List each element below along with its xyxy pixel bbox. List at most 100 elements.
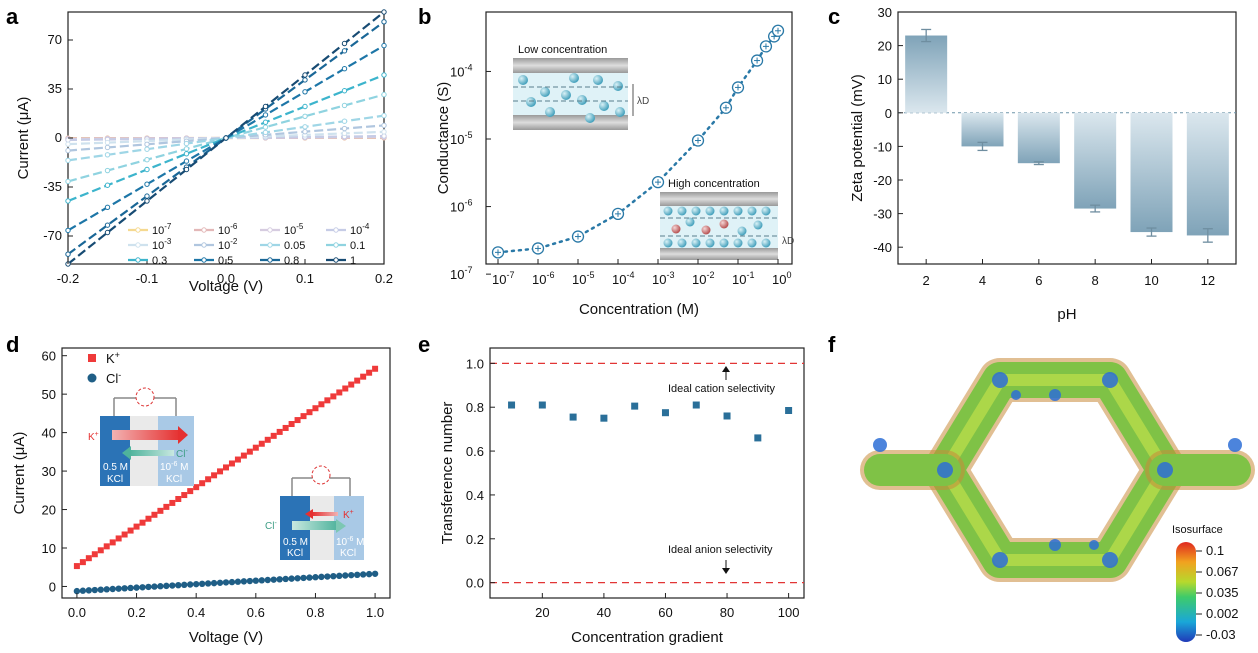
- bar-0: [905, 35, 948, 113]
- k-point-16: [169, 499, 176, 506]
- legend-swatch-point-10: [267, 257, 273, 263]
- k-point-46: [348, 381, 355, 388]
- annotation-anion: Ideal anion selectivity: [668, 544, 773, 556]
- y-tick-label-0: 10-7: [450, 265, 472, 282]
- cl-point-31: [258, 577, 265, 584]
- inset1-source-icon: [135, 387, 155, 407]
- panel-label-e: e: [418, 332, 430, 357]
- series-point-5-8: [381, 122, 387, 129]
- ion-1: [540, 87, 550, 97]
- inset1-arrow-k-head: [178, 426, 188, 444]
- y-tick-label-0: 1.0: [466, 356, 484, 371]
- panel-c-ticks: 2 4 6 8 10 12 30 20 10 0 -10 -20 -30 -40: [873, 5, 1215, 288]
- inset1-arrow-cl: [130, 450, 174, 456]
- y-tick-label-5: 0.0: [466, 576, 484, 591]
- x-tick-label-3: 0.6: [247, 605, 265, 620]
- ion-top-4: [719, 206, 729, 216]
- series-point-8-8: [381, 72, 387, 78]
- cl-point-39: [306, 574, 313, 581]
- y-tick-exp-3: -4: [464, 62, 472, 72]
- cl-point-8: [121, 585, 128, 592]
- series-point-10-2: [144, 193, 150, 199]
- panel-b-ticks: 10-7 10-6 10-5 10-4 10-3 10-2 10-1 10010-710-61…: [450, 62, 791, 287]
- cl-point-49: [365, 570, 373, 578]
- ion-bottom-6: [747, 238, 757, 248]
- k-point-23: [211, 472, 218, 479]
- inset2-arrow-cl-head: [336, 519, 346, 533]
- y-tick-label-0: -70: [43, 228, 62, 243]
- panel-b-frame: [485, 11, 793, 265]
- k-point-8: [121, 531, 128, 538]
- k-point-3: [91, 551, 98, 558]
- legend-label-11: 1: [350, 255, 356, 267]
- series-point-10-8: [381, 19, 387, 25]
- cl-point-40: [312, 574, 319, 581]
- cl-point-41: [318, 573, 325, 581]
- y-tick-exp-0: -7: [464, 265, 472, 275]
- bar-4: [1130, 112, 1173, 233]
- k-point-34: [276, 428, 283, 435]
- series-point-10-7: [341, 48, 348, 54]
- k-point-21: [199, 480, 206, 487]
- x-tick-exp-6: -1: [746, 270, 754, 280]
- series-point-6-8: [381, 112, 387, 119]
- ion-mid-1: [685, 217, 695, 227]
- legend-swatch-point-8: [135, 257, 141, 263]
- data-point-9: [785, 407, 793, 414]
- series-point-9-7: [341, 66, 348, 72]
- cl-point-42: [324, 573, 331, 580]
- series-point-11-5: [262, 103, 269, 110]
- legend-label-base-1: 10: [218, 225, 230, 237]
- y-tick-label-1: 10: [42, 541, 56, 556]
- ion-mid-5: [753, 220, 763, 230]
- x-tick-exp-7: 0: [786, 270, 791, 280]
- cl-point-12: [145, 583, 152, 591]
- panel-e-points: [508, 401, 793, 442]
- y-tick-base-0: 10: [450, 267, 464, 282]
- legend-swatch-point-3: [333, 227, 339, 233]
- x-tick-label-1: 0.2: [128, 605, 146, 620]
- k-point-43: [330, 393, 337, 400]
- ion-top-5: [733, 206, 743, 216]
- inset1-arrow-cl-head: [122, 446, 131, 460]
- series-point-11-3: [183, 166, 190, 173]
- cl-point-18: [181, 581, 188, 589]
- ion-mid-3: [719, 219, 729, 229]
- framework-negative-sites: [873, 372, 1242, 568]
- y-tick-label-0: 0: [49, 579, 56, 594]
- panel-d-legend: K+ Cl-: [87, 350, 121, 386]
- cl-point-19: [187, 581, 194, 588]
- colorbar-tick-label-3: 0.002: [1206, 606, 1239, 621]
- data-point-6: [692, 401, 700, 409]
- series-point-10-1: [104, 222, 111, 228]
- legend-label-base-10: 0.8: [284, 255, 299, 267]
- cl-point-33: [270, 576, 277, 583]
- ion-top-1: [677, 206, 687, 216]
- x-tick-base-3: 10: [612, 272, 626, 287]
- ion-4: [613, 81, 623, 91]
- panel-b-points: [491, 24, 785, 259]
- k-point-22: [205, 476, 212, 483]
- ion-10: [545, 107, 555, 117]
- x-tick-label-0: 0.0: [68, 605, 86, 620]
- x-tick-label-3: 0.1: [296, 271, 314, 286]
- panel-b-xlabel: Concentration (M): [579, 301, 699, 318]
- legend-swatch-point-0: [135, 227, 141, 233]
- y-tick-label-3: 30: [42, 464, 56, 479]
- ion-bottom-5: [733, 238, 743, 248]
- series-point-6-6: [302, 124, 308, 130]
- cl-point-44: [336, 572, 343, 580]
- ion-bottom-1: [677, 238, 687, 248]
- panel-e-xlabel: Concentration gradient: [571, 629, 724, 646]
- x-tick-base-7: 10: [772, 272, 786, 287]
- k-point-50: [372, 365, 379, 372]
- y-tick-label-3: 0: [885, 106, 892, 121]
- inset2-source-icon: [311, 465, 331, 485]
- inset2-arrow-k: [312, 512, 338, 516]
- panel-d-inset-2: K+ Cl- 0.5 M KCl 10-6 M KCl: [265, 465, 364, 560]
- cl-point-25: [222, 579, 230, 586]
- cl-point-43: [330, 572, 337, 580]
- y-tick-label-4: 40: [42, 426, 56, 441]
- y-tick-label-1: -35: [43, 179, 62, 194]
